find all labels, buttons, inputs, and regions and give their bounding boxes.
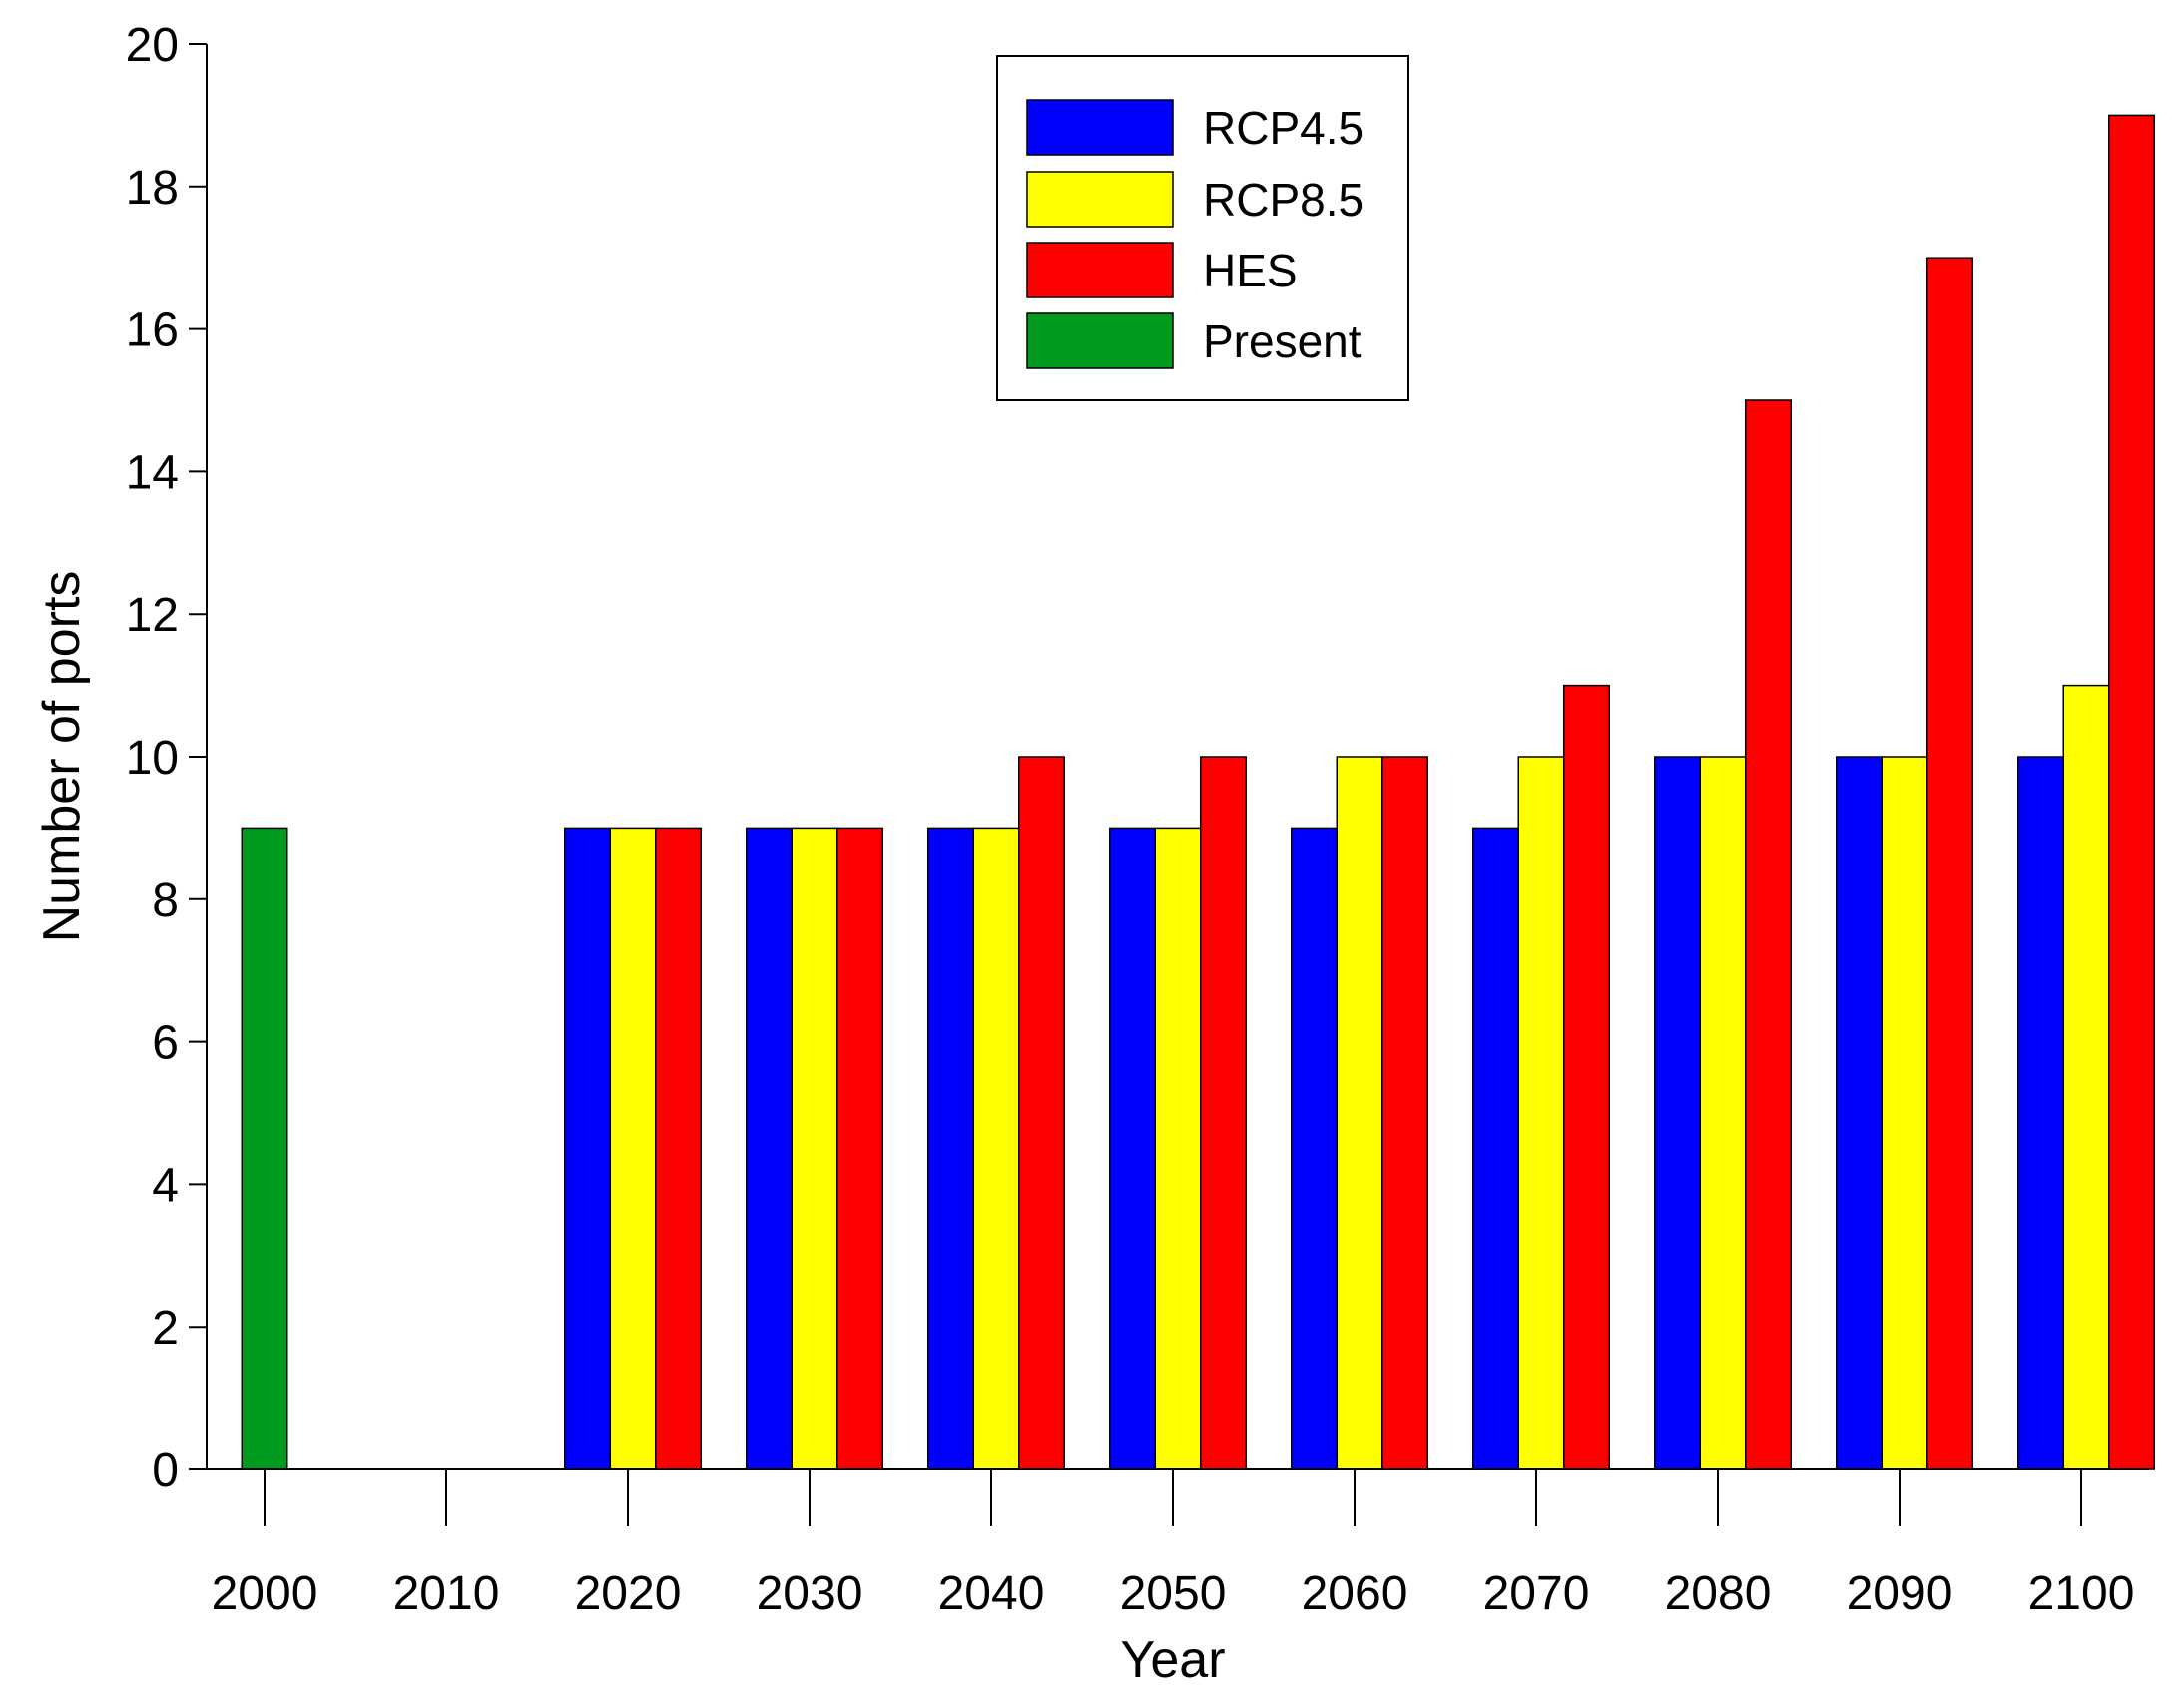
bar-rcp85-2030	[791, 827, 838, 1470]
legend: RCP4.5 RCP8.5 HES Present	[996, 55, 1409, 401]
bar-rcp45-2100	[2017, 756, 2064, 1470]
x-tick-label: 2030	[757, 1567, 863, 1620]
y-tick-label: 16	[126, 304, 179, 357]
bar-hes-2040	[1018, 756, 1065, 1470]
bar-rcp85-2040	[972, 827, 1020, 1470]
y-tick-label: 12	[126, 589, 179, 642]
legend-swatch-rcp45	[1026, 99, 1174, 156]
bar-rcp85-2020	[609, 827, 657, 1470]
y-tick-label: 0	[152, 1444, 179, 1497]
bar-rcp45-2060	[1291, 827, 1338, 1470]
x-axis-title: Year	[1120, 1631, 1225, 1689]
bar-rcp45-2070	[1472, 827, 1519, 1470]
x-tick-label: 2100	[2028, 1567, 2135, 1620]
bar-rcp45-2030	[746, 827, 793, 1470]
legend-label-present: Present	[1203, 315, 1362, 367]
x-tick-label: 2020	[575, 1567, 682, 1620]
bar-hes-2020	[655, 827, 702, 1470]
legend-swatch-hes	[1026, 242, 1174, 298]
bar-hes-2050	[1200, 756, 1247, 1470]
bar-rcp85-2050	[1154, 827, 1202, 1470]
bar-rcp85-2090	[1881, 756, 1928, 1470]
x-tick-label: 2050	[1120, 1567, 1227, 1620]
y-tick-label: 8	[152, 874, 179, 927]
x-tick-label: 2060	[1302, 1567, 1408, 1620]
bar-hes-2060	[1381, 756, 1428, 1470]
bar-hes-2030	[836, 827, 883, 1470]
bar-rcp85-2070	[1517, 756, 1565, 1470]
y-tick-label: 18	[126, 162, 179, 215]
x-tick-label: 2040	[938, 1567, 1045, 1620]
legend-label-hes: HES	[1203, 245, 1298, 296]
bar-rcp45-2090	[1836, 756, 1883, 1470]
legend-swatch-present	[1026, 312, 1174, 369]
x-tick-label: 2000	[212, 1567, 318, 1620]
bar-rcp45-2040	[927, 827, 974, 1470]
legend-label-rcp45: RCP4.5	[1203, 102, 1364, 154]
y-ticks: 0 2 4 6 8 10 12 14 16 18 20	[126, 19, 207, 1497]
bar-hes-2090	[1926, 257, 1973, 1470]
bar-hes-2080	[1745, 399, 1792, 1470]
bar-rcp45-2050	[1109, 827, 1156, 1470]
bar-rcp85-2100	[2062, 684, 2110, 1470]
y-tick-label: 4	[152, 1159, 179, 1212]
bar-rcp85-2060	[1336, 756, 1383, 1470]
y-tick-label: 20	[126, 19, 179, 72]
x-tick-label: 2010	[393, 1567, 500, 1620]
x-tick-label: 2090	[1847, 1567, 1953, 1620]
bar-present-2000	[241, 827, 288, 1470]
bar-rcp85-2080	[1699, 756, 1747, 1470]
bars-layer	[241, 114, 2155, 1470]
y-tick-label: 2	[152, 1302, 179, 1355]
x-ticks: 2000 2010 2020 2030 2040 2050 2060 2070 2080 2090…	[212, 1469, 2135, 1620]
x-tick-label: 2080	[1665, 1567, 1772, 1620]
legend-swatch-rcp85	[1026, 171, 1174, 228]
y-tick-label: 6	[152, 1017, 179, 1070]
bar-hes-2100	[2108, 114, 2155, 1470]
x-tick-label: 2070	[1483, 1567, 1590, 1620]
y-tick-label: 14	[126, 446, 179, 499]
bar-rcp45-2080	[1654, 756, 1701, 1470]
legend-label-rcp85: RCP8.5	[1203, 174, 1364, 226]
bar-rcp45-2020	[564, 827, 611, 1470]
bar-hes-2070	[1563, 684, 1610, 1470]
y-axis-title: Number of ports	[33, 571, 91, 943]
y-tick-label: 10	[126, 732, 179, 785]
